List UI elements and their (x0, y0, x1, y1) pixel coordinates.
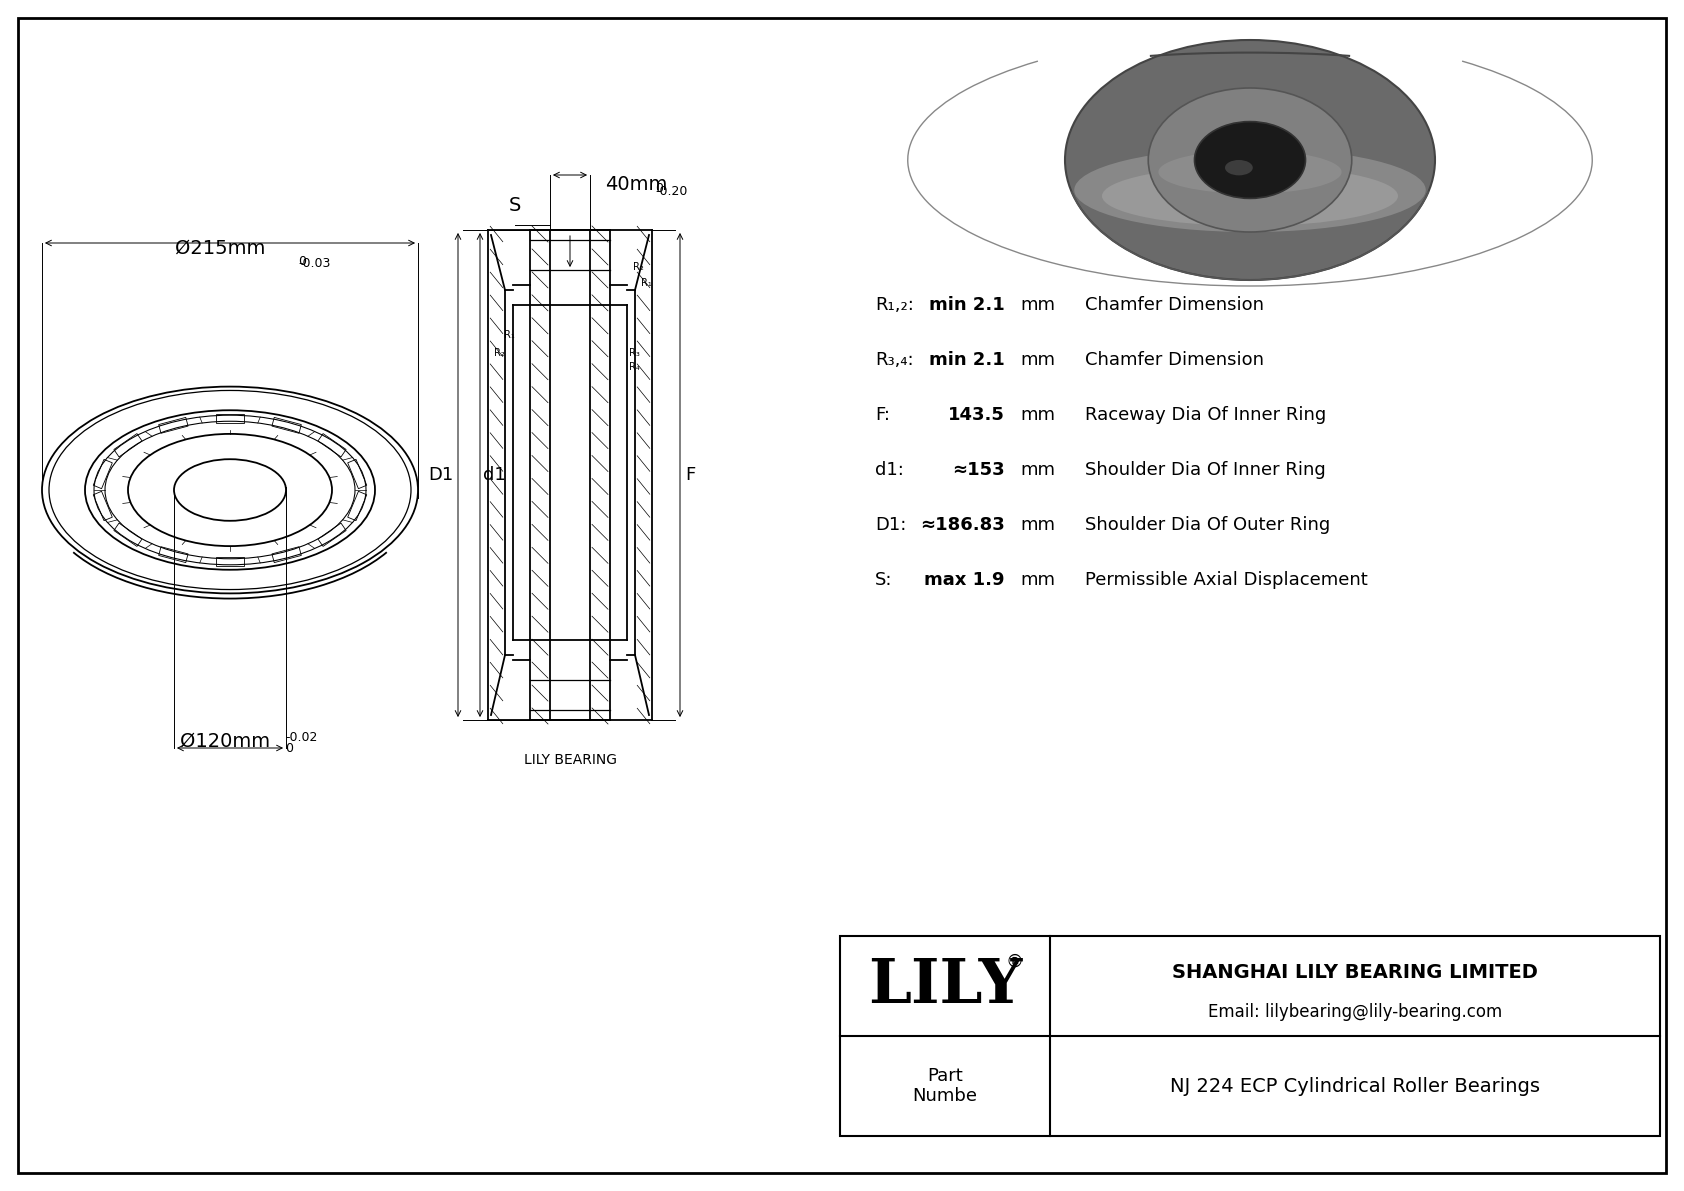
Text: 143.5: 143.5 (948, 406, 1005, 424)
Text: 0: 0 (298, 255, 306, 268)
Text: Raceway Dia Of Inner Ring: Raceway Dia Of Inner Ring (1084, 406, 1327, 424)
Text: D1:: D1: (876, 516, 906, 534)
Text: F: F (685, 466, 695, 484)
Text: R₁: R₁ (504, 330, 515, 339)
Text: mm: mm (1021, 570, 1054, 590)
Text: Part
Numbe: Part Numbe (913, 1067, 977, 1105)
Text: Chamfer Dimension: Chamfer Dimension (1084, 351, 1265, 369)
Text: -0.20: -0.20 (655, 185, 687, 198)
Text: Ø120mm: Ø120mm (180, 732, 269, 752)
Text: Shoulder Dia Of Inner Ring: Shoulder Dia Of Inner Ring (1084, 461, 1325, 479)
Text: d1:: d1: (876, 461, 904, 479)
Text: F:: F: (876, 406, 891, 424)
Text: ®: ® (1005, 953, 1024, 971)
Text: min 2.1: min 2.1 (930, 297, 1005, 314)
Ellipse shape (1064, 40, 1435, 280)
Text: LILY BEARING: LILY BEARING (524, 753, 616, 767)
Text: R₃: R₃ (630, 348, 640, 358)
Text: mm: mm (1021, 461, 1054, 479)
Text: LILY: LILY (867, 956, 1022, 1016)
Text: ≈186.83: ≈186.83 (919, 516, 1005, 534)
Text: R₁: R₁ (642, 278, 652, 288)
Text: Permissible Axial Displacement: Permissible Axial Displacement (1084, 570, 1367, 590)
Text: 0: 0 (655, 182, 663, 195)
Text: S: S (509, 197, 520, 216)
Text: ≈153: ≈153 (953, 461, 1005, 479)
Bar (840, 936, 1660, 1136)
Text: SHANGHAI LILY BEARING LIMITED: SHANGHAI LILY BEARING LIMITED (1172, 962, 1537, 981)
Text: R₃,₄:: R₃,₄: (876, 351, 914, 369)
Text: 0: 0 (285, 742, 293, 755)
Text: R₂: R₂ (493, 348, 505, 358)
Ellipse shape (1148, 88, 1352, 232)
Text: min 2.1: min 2.1 (930, 351, 1005, 369)
Text: -0.02: -0.02 (285, 731, 317, 744)
Text: Ø215mm: Ø215mm (175, 239, 264, 258)
Ellipse shape (1194, 121, 1305, 199)
Text: -0.03: -0.03 (298, 257, 330, 270)
Text: Shoulder Dia Of Outer Ring: Shoulder Dia Of Outer Ring (1084, 516, 1330, 534)
Text: max 1.9: max 1.9 (925, 570, 1005, 590)
Text: S:: S: (876, 570, 893, 590)
Text: Email: lilybearing@lily-bearing.com: Email: lilybearing@lily-bearing.com (1207, 1003, 1502, 1021)
Text: NJ 224 ECP Cylindrical Roller Bearings: NJ 224 ECP Cylindrical Roller Bearings (1170, 1077, 1539, 1096)
Text: mm: mm (1021, 297, 1054, 314)
Ellipse shape (1224, 160, 1253, 175)
Ellipse shape (1159, 150, 1342, 194)
Text: Chamfer Dimension: Chamfer Dimension (1084, 297, 1265, 314)
Text: R₄: R₄ (630, 362, 640, 372)
Ellipse shape (1074, 148, 1426, 232)
Text: d1: d1 (483, 466, 505, 484)
Text: 40mm: 40mm (605, 175, 667, 194)
Text: mm: mm (1021, 516, 1054, 534)
Ellipse shape (1101, 166, 1398, 226)
Text: R₂: R₂ (633, 262, 643, 272)
Text: mm: mm (1021, 351, 1054, 369)
Text: R₁,₂:: R₁,₂: (876, 297, 914, 314)
Text: mm: mm (1021, 406, 1054, 424)
Text: D1: D1 (428, 466, 453, 484)
